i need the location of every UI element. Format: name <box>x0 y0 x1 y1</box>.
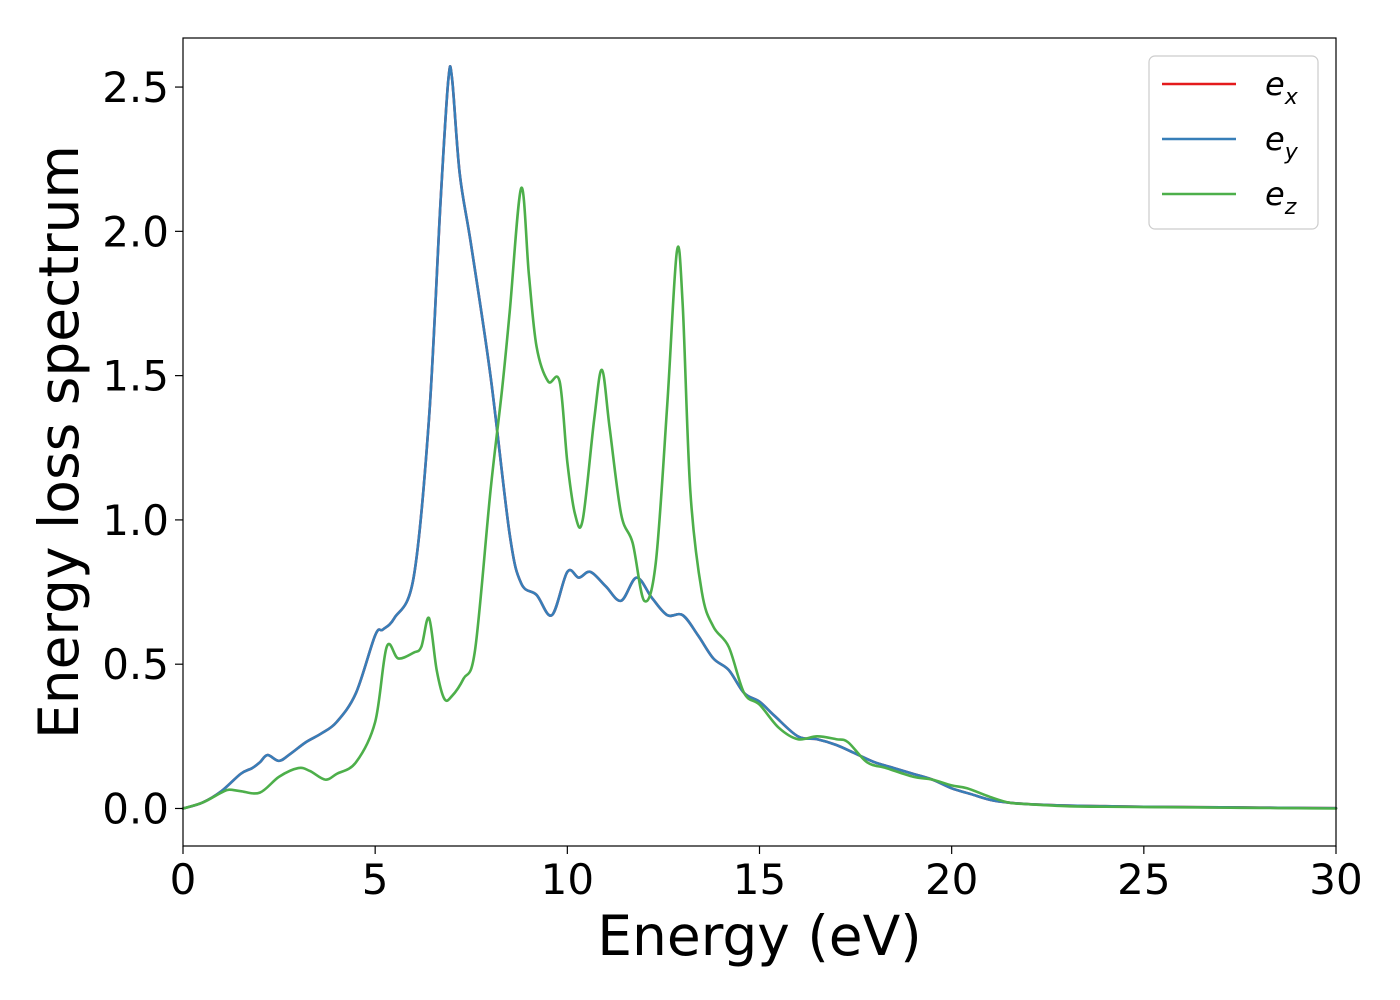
x-tick-label: 20 <box>925 855 978 904</box>
series-layer <box>181 65 1338 810</box>
legend-label-main: e <box>1265 175 1285 213</box>
y-tick-label: 2.5 <box>102 63 169 112</box>
y-axis-title: Energy loss spectrum <box>27 145 91 739</box>
legend-label-y: ey <box>1265 120 1299 165</box>
x-tick-label: 0 <box>170 855 197 904</box>
x-axis-title: Energy (eV) <box>597 904 921 968</box>
y-tick-label: 2.0 <box>102 207 169 256</box>
x-tick-label: 30 <box>1309 855 1362 904</box>
legend-label-subscript: z <box>1284 195 1297 220</box>
x-tick-label: 10 <box>541 855 594 904</box>
x-axis: 0 5 10 15 20 25 30 <box>170 846 1363 904</box>
legend-label-subscript: y <box>1284 140 1299 165</box>
y-tick-label: 0.5 <box>102 640 169 689</box>
y-tick-label: 1.5 <box>102 352 169 401</box>
legend-label-z: ez <box>1265 175 1297 220</box>
y-axis: 0.0 0.5 1.0 1.5 2.0 2.5 <box>102 63 183 833</box>
legend-label-main: e <box>1265 120 1285 158</box>
legend-box <box>1148 55 1319 230</box>
legend-label-subscript: x <box>1284 85 1299 110</box>
y-tick-label: 1.0 <box>102 496 169 545</box>
series-line-y <box>181 65 1338 810</box>
x-tick-label: 5 <box>362 855 389 904</box>
plot-background <box>183 38 1336 846</box>
x-tick-label: 15 <box>733 855 786 904</box>
legend-label-x: ex <box>1265 65 1299 110</box>
y-tick-label: 0.0 <box>102 784 169 833</box>
x-tick-label: 25 <box>1117 855 1170 904</box>
legend-label-main: e <box>1265 65 1285 103</box>
series-line-z <box>181 186 1338 810</box>
